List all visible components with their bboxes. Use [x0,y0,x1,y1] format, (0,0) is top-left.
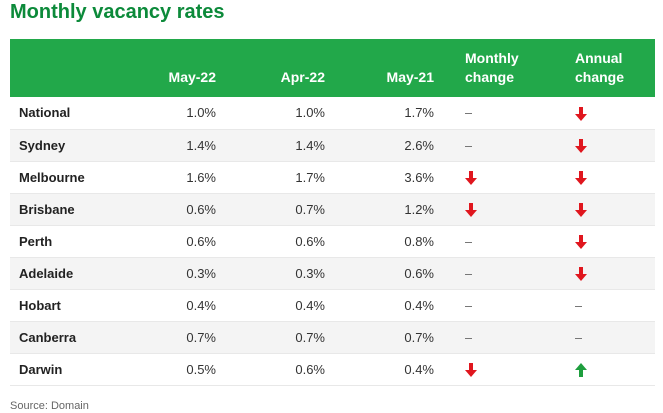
table-row: National 1.0% 1.0% 1.7% [10,97,655,129]
apr-22-cell: 0.3% [295,265,325,281]
annual-change-cell [552,161,655,193]
apr-22-cell: 0.6% [295,233,325,249]
may-21-cell: 1.7% [404,105,434,121]
apr-22-cell: 0.4% [295,297,325,313]
may-21-cell: 1.2% [404,201,434,217]
monthly-change-cell [434,129,552,161]
annual-change-cell [552,257,655,289]
may-22-cell: 0.3% [186,265,216,281]
may-22-cell: 0.5% [186,361,216,377]
may-22-cell: 0.4% [186,297,216,313]
header-apr-22: Apr-22 [280,69,325,85]
header-monthly-change: Monthly change [434,39,552,97]
header-may-21: May-21 [386,69,434,85]
apr-22-cell: 1.7% [295,169,325,185]
annual-change-cell [552,321,655,353]
apr-22-cell: 1.0% [295,105,325,121]
may-21-cell: 0.4% [404,297,434,313]
header-monthly-line2: change [465,69,515,85]
header-annual-line2: change [575,69,625,85]
arrow-down-icon [465,362,477,377]
city-cell: Perth [19,233,53,249]
header-may-22: May-22 [168,69,216,85]
table-row: Sydney 1.4% 1.4% 2.6% [10,129,655,161]
may-21-cell: 3.6% [404,169,434,185]
table-row: Darwin 0.5% 0.6% 0.4% [10,353,655,385]
arrow-down-icon [465,202,477,217]
table-row: Perth 0.6% 0.6% 0.8% [10,225,655,257]
annual-change-cell [552,289,655,321]
may-21-cell: 0.7% [404,329,434,345]
arrow-up-icon [575,362,587,377]
city-cell: Darwin [19,361,63,377]
monthly-change-cell [434,161,552,193]
dash-icon [575,337,582,339]
annual-change-cell [552,353,655,385]
annual-change-cell [552,129,655,161]
monthly-change-cell [434,225,552,257]
may-22-cell: 1.6% [186,169,216,185]
arrow-down-icon [575,170,587,185]
may-22-cell: 0.6% [186,233,216,249]
monthly-change-cell [434,97,552,129]
monthly-change-cell [434,257,552,289]
annual-change-cell [552,97,655,129]
dash-icon [575,305,582,307]
may-22-cell: 0.7% [186,329,216,345]
may-21-cell: 0.6% [404,265,434,281]
arrow-down-icon [465,170,477,185]
monthly-change-cell [434,193,552,225]
arrow-down-icon [575,266,587,281]
dash-icon [465,113,472,115]
monthly-change-cell [434,289,552,321]
may-22-cell: 1.4% [186,137,216,153]
table-row: Adelaide 0.3% 0.3% 0.6% [10,257,655,289]
apr-22-cell: 0.7% [295,329,325,345]
city-cell: Canberra [19,329,77,345]
city-cell: Brisbane [19,201,75,217]
arrow-down-icon [575,234,587,249]
vacancy-table: May-22 Apr-22 May-21 Monthly change Annu… [10,39,655,386]
may-22-cell: 1.0% [186,105,216,121]
arrow-down-icon [575,138,587,153]
header-annual-change: Annual change [552,39,655,97]
city-cell: Melbourne [19,169,85,185]
arrow-down-icon [575,106,587,121]
may-21-cell: 0.8% [404,233,434,249]
annual-change-cell [552,193,655,225]
annual-change-cell [552,225,655,257]
table-row: Melbourne 1.6% 1.7% 3.6% [10,161,655,193]
may-21-cell: 2.6% [404,137,434,153]
dash-icon [465,241,472,243]
dash-icon [465,273,472,275]
header-city [10,39,135,97]
arrow-down-icon [575,202,587,217]
dash-icon [465,145,472,147]
apr-22-cell: 1.4% [295,137,325,153]
table-row: Canberra 0.7% 0.7% 0.7% [10,321,655,353]
monthly-change-cell [434,321,552,353]
city-cell: National [19,105,71,121]
dash-icon [465,337,472,339]
header-monthly-line1: Monthly [465,50,519,66]
city-cell: Adelaide [19,265,74,281]
table-row: Hobart 0.4% 0.4% 0.4% [10,289,655,321]
source-note: Source: Domain [10,400,89,412]
page-title: Monthly vacancy rates [10,1,225,23]
city-cell: Hobart [19,297,61,313]
table-row: Brisbane 0.6% 0.7% 1.2% [10,193,655,225]
header-annual-line1: Annual [575,50,623,66]
apr-22-cell: 0.7% [295,201,325,217]
city-cell: Sydney [19,137,66,153]
may-21-cell: 0.4% [404,361,434,377]
monthly-change-cell [434,353,552,385]
apr-22-cell: 0.6% [295,361,325,377]
may-22-cell: 0.6% [186,201,216,217]
dash-icon [465,305,472,307]
table-header-row: May-22 Apr-22 May-21 Monthly change Annu… [10,39,655,97]
